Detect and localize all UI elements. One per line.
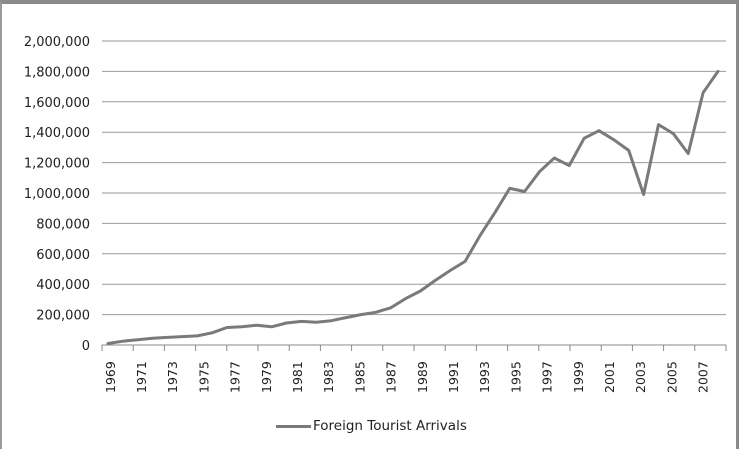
- x-tick-label: 1979: [259, 361, 274, 393]
- y-tick-label: 600,000: [36, 248, 90, 263]
- x-tick-label: 1997: [540, 361, 555, 393]
- x-tick-label: 1999: [571, 361, 586, 393]
- y-tick-label: 1,000,000: [24, 187, 90, 202]
- legend-line-swatch-icon: [276, 424, 311, 428]
- x-tick-label: 1991: [446, 361, 461, 393]
- y-tick-label: 2,000,000: [24, 35, 90, 50]
- y-tick-label: 1,800,000: [24, 65, 90, 80]
- x-tick-label: 1987: [384, 361, 399, 393]
- x-tick-label: 2001: [602, 361, 617, 393]
- x-tick-label: 1989: [415, 361, 430, 393]
- x-tick-label: 1971: [134, 361, 149, 393]
- legend-label: Foreign Tourist Arrivals: [313, 418, 467, 434]
- y-tick-label: 1,400,000: [24, 126, 90, 141]
- x-tick-label: 1983: [321, 361, 336, 393]
- x-tick-label: 2007: [696, 361, 711, 393]
- x-tick-label: 1977: [228, 361, 243, 393]
- x-tick-label: 1969: [103, 361, 118, 393]
- y-tick-label: 0: [82, 339, 90, 354]
- x-tick-label: 1975: [196, 361, 211, 393]
- x-tick-label: 1985: [352, 361, 367, 393]
- x-tick-label: 2005: [664, 361, 679, 393]
- y-tick-label: 400,000: [36, 278, 90, 293]
- x-tick-label: 1995: [508, 361, 523, 393]
- x-tick-label: 1993: [477, 361, 492, 393]
- x-tick-label: 1981: [290, 361, 305, 393]
- x-tick-label: 1973: [165, 361, 180, 393]
- y-tick-label: 1,600,000: [24, 96, 90, 111]
- y-tick-label: 800,000: [36, 217, 90, 232]
- legend: Foreign Tourist Arrivals: [276, 418, 467, 434]
- x-tick-label: 2003: [633, 361, 648, 393]
- y-tick-label: 1,200,000: [24, 157, 90, 172]
- gridlines: [102, 40, 726, 316]
- y-tick-label: 200,000: [36, 309, 90, 324]
- series-line-foreign-tourist-arrivals: [106, 69, 720, 345]
- y-axis: 0 200,000 400,000 600,000 800,000 1,000,000 1,…: [24, 35, 90, 354]
- x-axis: 1969 1971 1973 1975 1977 1979 1981 1983 1985 1987…: [101, 344, 727, 393]
